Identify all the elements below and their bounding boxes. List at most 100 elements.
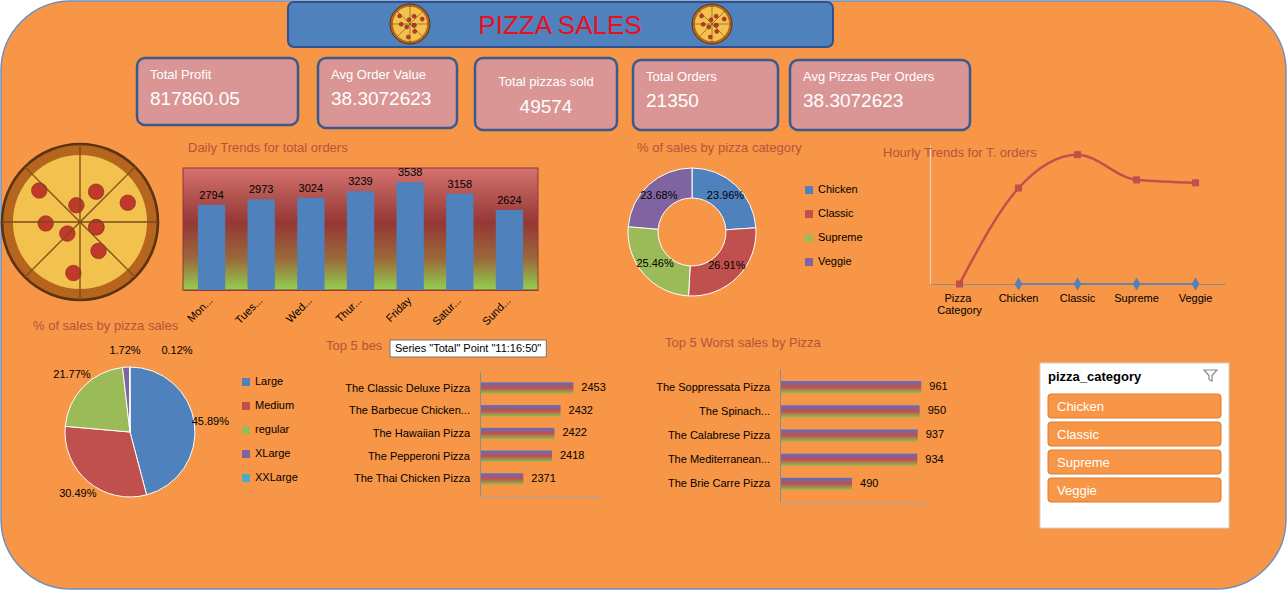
tick-label: Veggie [1179, 292, 1213, 304]
legend-swatch [805, 234, 813, 242]
pizza-cut [79, 222, 80, 300]
slicer-item-box[interactable] [1048, 478, 1221, 502]
kpi-card: Total Orders21350 [633, 60, 778, 130]
chart-title: Hourly Trends for T. orders [883, 145, 1037, 160]
kpi-card-box [475, 58, 617, 130]
legend-swatch [242, 402, 250, 410]
slicer-item[interactable]: Classic [1048, 422, 1221, 446]
tick: Friday [383, 294, 413, 324]
slicer-item[interactable]: Chicken [1048, 394, 1221, 418]
slicer-item-box[interactable] [1048, 422, 1221, 446]
data-label: 30.49% [59, 487, 97, 499]
tick-label: Friday [383, 294, 413, 324]
pizza-cut [698, 24, 712, 38]
kpi-card: Avg Order Value 38.3072623 [318, 58, 457, 128]
axis-line [481, 496, 603, 497]
legend-label: Classic [818, 207, 854, 219]
slicer-item-box[interactable] [1048, 394, 1221, 418]
tick: Tues... [233, 294, 265, 326]
tick-label: The Soppressata Pizza [656, 381, 771, 393]
legend: ChickenClassicSupremeVeggie [805, 183, 863, 267]
tick-label: Tues... [233, 294, 265, 326]
data-label: 934 [925, 453, 943, 465]
kpi-value: 38.3072623 [331, 88, 431, 109]
pizza-pepperoni [407, 18, 411, 22]
pizza-crust [692, 4, 732, 44]
line [960, 155, 1196, 284]
axis [930, 146, 931, 285]
pizza-pepperoni [722, 17, 726, 21]
tick: Wed... [283, 294, 314, 325]
slicer-item[interactable]: Supreme [1048, 450, 1221, 474]
axis-line [480, 372, 481, 497]
tick: Mon... [185, 294, 215, 324]
chart: 23.96%26.91%25.46%23.68% ChickenClassicSu… [628, 140, 863, 296]
kpi-card: Avg Pizzas Per Orders38.3072623 [790, 60, 970, 130]
slice [692, 168, 756, 230]
slicer-item-label[interactable]: Veggie [1057, 483, 1097, 498]
chart-title: Daily Trends for total orders [188, 140, 348, 155]
data-label: 961 [929, 380, 947, 392]
kpi-value: 817860.05 [150, 88, 240, 109]
pizza-cut [698, 10, 712, 24]
kpi-card-box [790, 60, 970, 130]
pizza-pepperoni [709, 18, 713, 22]
tooltip-box [390, 340, 546, 357]
kpi-label: Total Orders [646, 69, 717, 84]
slicer-title: pizza_category [1048, 369, 1142, 384]
data-label: 3239 [348, 175, 372, 187]
clear-filter-icon[interactable] [1204, 370, 1217, 381]
pizza-cut [712, 24, 713, 44]
slicer-item-label[interactable]: Classic [1057, 427, 1099, 442]
pizza-pepperoni [66, 265, 82, 281]
slicer-item-label[interactable]: Chicken [1057, 399, 1104, 414]
data-label: 950 [928, 404, 946, 416]
kpi-card-box [633, 60, 778, 130]
pizza-crust [390, 4, 430, 44]
pizza-pepperoni [714, 14, 718, 18]
axis: The Classic Deluxe PizzaThe Barbecue Chi… [345, 372, 480, 497]
slicer-item[interactable]: Veggie [1048, 478, 1221, 502]
pizza-cut [410, 10, 424, 24]
slicer-item-label[interactable]: Supreme [1057, 455, 1110, 470]
data-label: 2371 [531, 472, 555, 484]
data-label: 2973 [249, 183, 273, 195]
slicer-item-box[interactable] [1048, 450, 1221, 474]
title-bar [288, 2, 833, 47]
tick-label: The Pepperoni Pizza [368, 450, 471, 462]
legend-swatch [242, 378, 250, 386]
tick-label: Classic [1060, 292, 1096, 304]
bar [496, 210, 523, 290]
bar [480, 473, 523, 484]
axis: Mon...Tues...Wed...Thur...FridaySatur...… [184, 291, 539, 328]
data-label: 2418 [560, 449, 584, 461]
legend-label: XXLarge [255, 471, 298, 483]
slices: 23.96%26.91%25.46%23.68% [628, 168, 756, 296]
tick: The Mediterranean... [668, 453, 770, 465]
pizza-pepperoni [31, 183, 47, 199]
kpi-label: Avg Order Value [331, 67, 426, 82]
tick-label: The Thai Chicken Pizza [354, 472, 471, 484]
pizza-cut [410, 24, 424, 38]
chart: 24532432242224182371The Classic Deluxe P… [0, 338, 606, 497]
pizza-cut [396, 10, 410, 24]
axis [781, 502, 928, 503]
plot-area [183, 168, 538, 290]
pizza-cut [692, 24, 712, 25]
pizza-cut [80, 167, 135, 222]
pizza-icon [390, 4, 430, 44]
data-label: 3024 [299, 182, 323, 194]
tick: The Brie Carre Pizza [668, 477, 771, 489]
data-label: 3538 [398, 166, 422, 178]
legend: LargeMediumregularXLargeXXLarge [242, 375, 298, 483]
legend-label: Medium [255, 399, 294, 411]
pizza-cut [712, 4, 713, 24]
data-label: 0.12% [161, 344, 192, 356]
data-label: 937 [926, 428, 944, 440]
tick-label: Mon... [185, 294, 215, 324]
data-label: 2422 [562, 426, 586, 438]
pizza-cut [80, 222, 135, 277]
legend-label: regular [255, 423, 290, 435]
kpi-label: Total pizzas sold [498, 74, 593, 89]
kpi-card: Total Profit817860.05 [137, 58, 298, 125]
